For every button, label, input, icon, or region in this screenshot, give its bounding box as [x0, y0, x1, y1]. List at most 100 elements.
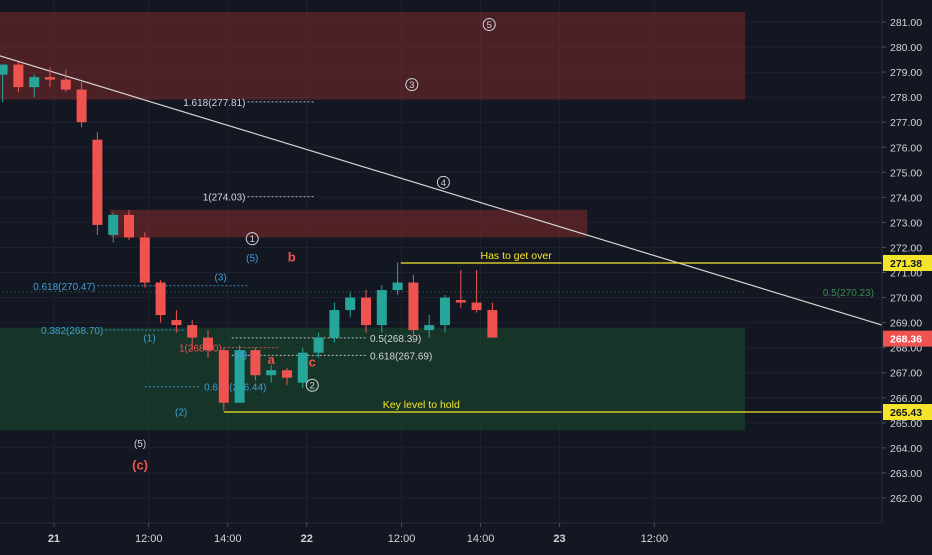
candle-body: [455, 300, 466, 303]
candle[interactable]: [234, 345, 245, 403]
candle[interactable]: [139, 232, 150, 288]
wave-label: (5): [134, 439, 146, 450]
candle[interactable]: [171, 310, 182, 333]
candle[interactable]: [187, 320, 198, 351]
price-label: 268.36: [883, 330, 932, 347]
has-to-get-over-line-label: Has to get over: [480, 250, 552, 262]
candle-body: [155, 282, 166, 316]
candle[interactable]: [345, 292, 356, 318]
candle-body: [29, 77, 40, 88]
candle[interactable]: [92, 132, 103, 235]
candle-body: [92, 139, 103, 225]
svg-text:2: 2: [310, 381, 315, 392]
candle-body: [139, 237, 150, 283]
wave-circle-label: 4: [436, 175, 450, 189]
candle[interactable]: [203, 330, 213, 358]
key-level-line-label: Key level to hold: [383, 399, 460, 411]
price-tick-label: 274.00: [890, 192, 922, 204]
candle-body: [13, 64, 24, 88]
candle[interactable]: [424, 315, 435, 338]
candles: [0, 62, 498, 411]
wave-label: (4): [235, 350, 247, 361]
candle[interactable]: [392, 262, 403, 296]
candle-body: [60, 79, 71, 90]
price-tick-label: 275.00: [890, 167, 922, 179]
svg-text:4: 4: [441, 178, 446, 189]
time-tick-label: 12:00: [135, 533, 163, 545]
candle[interactable]: [108, 212, 119, 243]
wave-circle-label: 2: [305, 378, 319, 392]
candle-body: [266, 370, 277, 376]
price-tick-label: 279.00: [890, 67, 922, 79]
candle[interactable]: [297, 347, 308, 388]
candle-body: [487, 310, 498, 338]
candle[interactable]: [250, 347, 261, 381]
candle[interactable]: [440, 295, 450, 333]
resistance-zone-middle: [110, 209, 588, 238]
candle-body: [424, 325, 435, 331]
svg-text:268.36: 268.36: [890, 334, 922, 346]
time-tick-label: 23: [553, 533, 565, 545]
candle[interactable]: [76, 82, 87, 128]
svg-text:5: 5: [487, 20, 492, 31]
candle-body: [313, 337, 324, 353]
candle[interactable]: [329, 302, 340, 343]
price-tick-label: 270.00: [890, 293, 922, 305]
candle[interactable]: [45, 67, 55, 88]
candle[interactable]: [155, 280, 166, 323]
wave-circle-label: 5: [482, 18, 496, 32]
candle-body: [76, 89, 87, 123]
fib-label: 1.618(277.81): [183, 98, 245, 109]
candle-body: [471, 302, 482, 311]
candle[interactable]: [361, 290, 371, 333]
candle[interactable]: [13, 62, 24, 93]
wave-label: (5): [246, 253, 258, 264]
time-tick-label: 12:00: [641, 533, 669, 545]
candle[interactable]: [218, 347, 229, 411]
price-tick-label: 276.00: [890, 142, 922, 154]
time-axis[interactable]: 21 12:00 14:00 22 12:00 14:00 23 12:00: [0, 522, 932, 550]
svg-text:265.43: 265.43: [890, 407, 922, 419]
candle-body: [187, 325, 198, 338]
candle[interactable]: [124, 209, 134, 240]
candle[interactable]: [313, 332, 324, 358]
candle[interactable]: [455, 269, 466, 308]
horizontal-levels: Has to get over Key level to hold: [223, 250, 882, 413]
wave-label: a: [268, 352, 276, 367]
candle[interactable]: [282, 367, 292, 386]
candle-body: [218, 350, 229, 403]
price-tick-label: 273.00: [890, 217, 922, 229]
candle[interactable]: [376, 285, 387, 333]
candle[interactable]: [408, 275, 419, 343]
price-tick-label: 280.00: [890, 42, 922, 54]
candle[interactable]: [29, 74, 40, 98]
candle[interactable]: [487, 302, 498, 338]
candle-body: [282, 370, 292, 378]
candle-body: [250, 350, 261, 376]
candle[interactable]: [266, 365, 277, 383]
price-tick-label: 263.00: [890, 468, 922, 480]
trendline[interactable]: [0, 54, 883, 326]
fib-label: 0.5(268.39): [370, 334, 421, 345]
fib-label: 1(274.03): [203, 193, 246, 204]
price-tick-label: 262.00: [890, 493, 922, 505]
candle-body: [297, 352, 308, 383]
candle-body: [171, 320, 182, 326]
candle[interactable]: [60, 69, 71, 93]
time-tick-label: 21: [48, 533, 60, 545]
fib-label: 0.382(268.70): [41, 326, 103, 337]
candle[interactable]: [471, 269, 482, 313]
candle[interactable]: [0, 64, 8, 103]
support-zone: [0, 327, 746, 431]
wave-label: (3): [215, 272, 227, 283]
candle-body: [45, 77, 55, 80]
candle-body: [345, 297, 356, 311]
wave-labels: 5 3 4 1 2 (5) (3) (1) (4) (2) (5) (c) b a c: [132, 18, 496, 472]
wave-circle-label: 3: [405, 78, 419, 92]
wave-label: (c): [132, 457, 148, 472]
price-axis[interactable]: 262.00 263.00 264.00 265.00 266.00 267.00 268.…: [881, 0, 932, 550]
price-tick-label: 278.00: [890, 92, 922, 104]
price-label: 271.38: [883, 254, 932, 271]
